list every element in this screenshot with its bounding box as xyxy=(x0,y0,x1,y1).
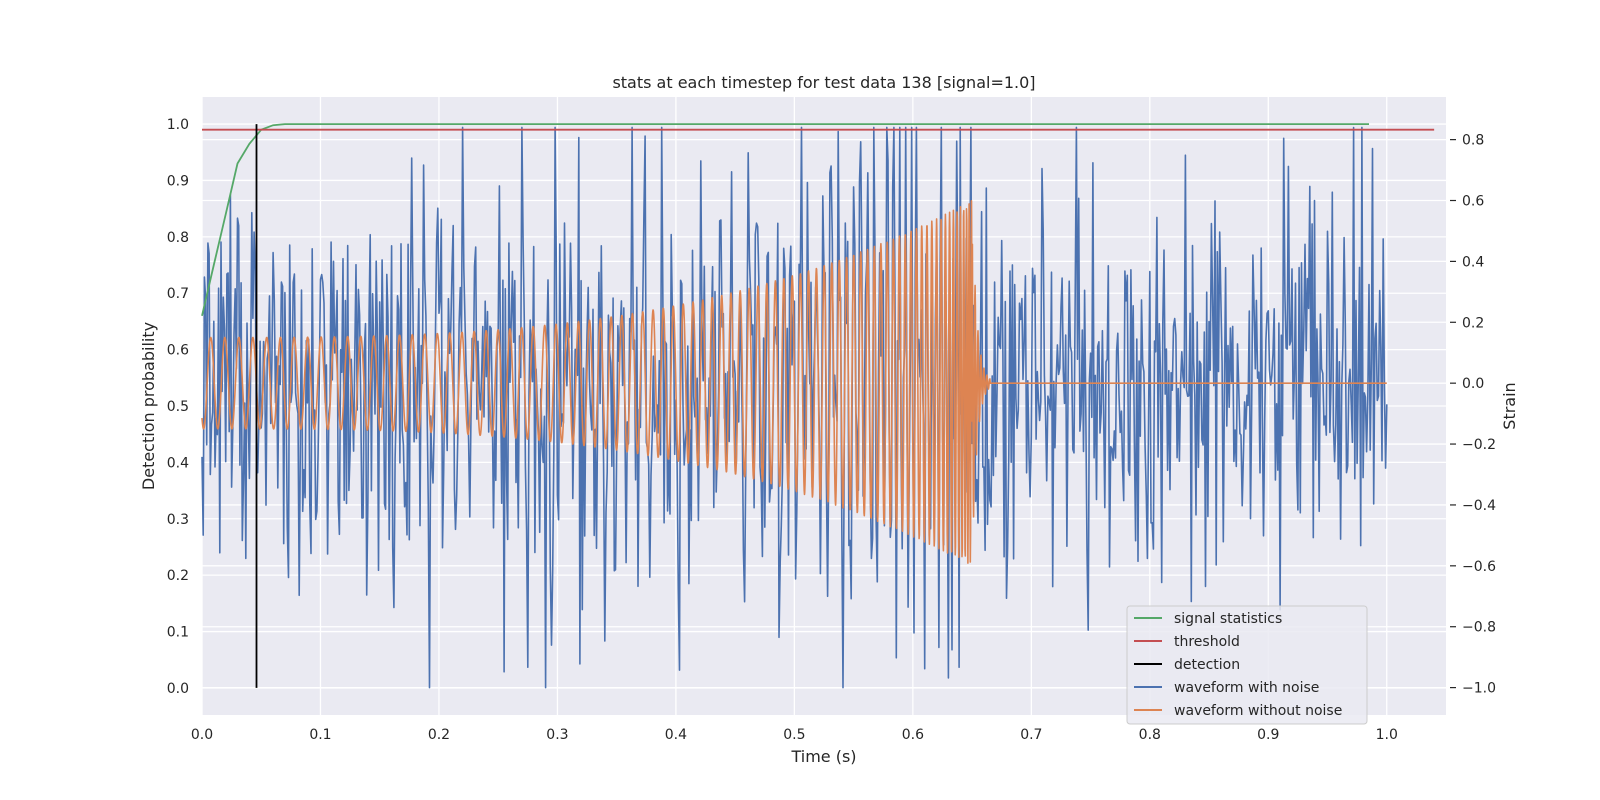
x-axis-label: Time (s) xyxy=(790,747,856,766)
x-tick-label: 0.8 xyxy=(1139,727,1161,743)
y-tick-label: 0.9 xyxy=(167,173,189,189)
y-tick-label: 0.6 xyxy=(167,343,189,359)
y-right-tick-label: −0.2 xyxy=(1462,437,1496,453)
y-right-tick-label: −0.4 xyxy=(1462,498,1496,514)
x-tick-label: 0.5 xyxy=(783,727,805,743)
y-right-tick-label: 0.2 xyxy=(1462,315,1484,331)
y-right-tick-label: −0.6 xyxy=(1462,559,1496,575)
y-right-tick-label: 0.8 xyxy=(1462,133,1484,149)
series-waveform-without-noise xyxy=(201,200,1388,564)
chart-title: stats at each timestep for test data 138… xyxy=(612,73,1035,92)
x-tick-label: 0.9 xyxy=(1257,727,1279,743)
y-tick-label: 1.0 xyxy=(167,117,189,133)
x-tick-label: 0.0 xyxy=(191,727,213,743)
legend-label-waveform-with-noise: waveform with noise xyxy=(1174,680,1319,696)
y-tick-label: 0.0 xyxy=(167,681,189,697)
legend-label-signal-statistics: signal statistics xyxy=(1174,611,1282,627)
legend-label-threshold: threshold xyxy=(1174,634,1240,650)
y-tick-label: 0.1 xyxy=(167,625,189,641)
x-tick-label: 0.4 xyxy=(665,727,687,743)
x-tick-label: 1.0 xyxy=(1376,727,1398,743)
y-tick-label: 0.7 xyxy=(167,286,189,302)
ticks: 0.0 0.1 0.2 0.3 0.4 0.5 0.6 0.7 0.8 0.9 1.0 0.0 0.1 0… xyxy=(167,117,1496,743)
x-tick-label: 0.2 xyxy=(428,727,450,743)
series-layer xyxy=(201,123,1435,689)
legend-label-waveform-without-noise: waveform without noise xyxy=(1174,703,1342,719)
legend-label-detection: detection xyxy=(1174,657,1240,673)
y-tick-label: 0.2 xyxy=(167,568,189,584)
series-waveform-with-noise xyxy=(201,126,1388,689)
x-tick-label: 0.1 xyxy=(309,727,331,743)
y-tick-label: 0.8 xyxy=(167,230,189,246)
series-signal-statistics xyxy=(201,123,1369,317)
y-right-tick-label: 0.6 xyxy=(1462,194,1484,210)
x-tick-label: 0.7 xyxy=(1020,727,1042,743)
y-axis-label: Detection probability xyxy=(139,322,158,490)
y-axis-right-label: Strain xyxy=(1500,382,1519,429)
y-right-tick-label: −1.0 xyxy=(1462,681,1496,697)
y-right-tick-label: 0.4 xyxy=(1462,254,1484,270)
y-tick-label: 0.3 xyxy=(167,512,189,528)
y-right-tick-label: 0.0 xyxy=(1462,376,1484,392)
y-tick-label: 0.4 xyxy=(167,455,189,471)
y-tick-label: 0.5 xyxy=(167,399,189,415)
x-tick-label: 0.6 xyxy=(902,727,924,743)
x-tick-label: 0.3 xyxy=(546,727,568,743)
y-right-tick-label: −0.8 xyxy=(1462,620,1496,636)
legend: signal statistics threshold detection wa… xyxy=(1126,605,1368,725)
legend-box xyxy=(1126,605,1368,725)
